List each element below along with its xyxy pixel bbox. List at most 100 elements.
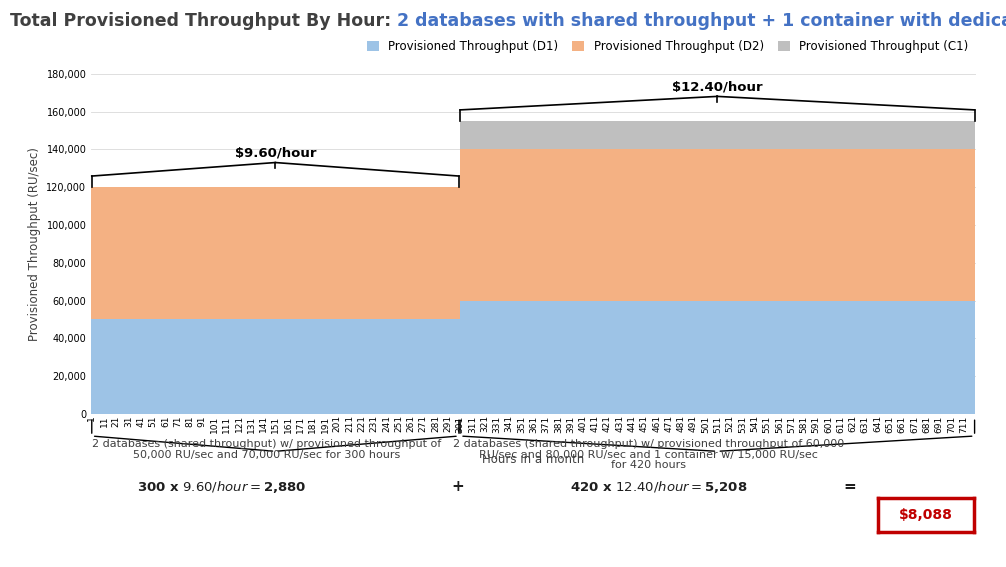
Bar xyxy=(506,121,507,149)
Bar xyxy=(483,301,484,414)
Bar xyxy=(684,149,685,301)
Bar xyxy=(627,301,628,414)
Bar xyxy=(806,301,807,414)
Bar xyxy=(830,121,832,149)
Bar xyxy=(322,319,323,414)
Bar xyxy=(570,121,571,149)
Bar xyxy=(860,301,861,414)
Bar xyxy=(695,121,696,149)
Bar xyxy=(663,149,665,301)
Bar xyxy=(589,121,590,149)
Bar xyxy=(908,121,910,149)
Bar xyxy=(156,187,158,319)
Bar xyxy=(312,187,314,319)
Bar xyxy=(506,301,507,414)
Bar xyxy=(477,301,478,414)
Bar xyxy=(214,187,215,319)
Bar xyxy=(928,301,929,414)
Bar xyxy=(629,301,630,414)
Bar xyxy=(524,121,526,149)
Bar xyxy=(539,301,540,414)
Bar xyxy=(691,301,693,414)
Bar xyxy=(657,149,658,301)
Bar xyxy=(512,149,513,301)
Bar xyxy=(829,121,830,149)
Bar xyxy=(522,121,523,149)
Bar xyxy=(841,149,843,301)
Bar xyxy=(590,301,591,414)
Bar xyxy=(351,187,353,319)
Bar xyxy=(885,121,887,149)
Bar xyxy=(383,319,384,414)
Bar xyxy=(408,319,409,414)
Bar xyxy=(426,319,427,414)
Bar xyxy=(732,121,733,149)
Bar xyxy=(843,121,844,149)
Bar xyxy=(277,319,278,414)
Bar xyxy=(838,301,839,414)
Bar xyxy=(718,121,720,149)
Bar xyxy=(465,301,466,414)
Bar xyxy=(337,187,338,319)
Bar xyxy=(118,187,120,319)
Bar xyxy=(652,121,654,149)
Bar xyxy=(137,187,138,319)
Bar xyxy=(206,319,208,414)
Bar xyxy=(762,149,763,301)
Bar xyxy=(150,319,151,414)
Bar xyxy=(911,149,912,301)
Bar xyxy=(485,121,487,149)
Bar xyxy=(860,149,861,301)
Bar xyxy=(99,319,100,414)
Bar xyxy=(691,121,693,149)
Bar xyxy=(945,301,946,414)
Bar xyxy=(433,319,434,414)
Bar xyxy=(789,301,790,414)
Bar xyxy=(116,319,117,414)
Bar xyxy=(611,121,612,149)
Bar xyxy=(418,187,421,319)
Bar xyxy=(934,121,935,149)
Bar xyxy=(590,149,591,301)
Bar xyxy=(128,187,129,319)
Bar xyxy=(573,301,574,414)
Bar xyxy=(448,319,449,414)
Bar xyxy=(339,319,340,414)
Bar xyxy=(913,149,915,301)
Bar xyxy=(470,121,471,149)
Bar xyxy=(802,121,804,149)
Bar xyxy=(867,301,868,414)
Bar xyxy=(93,319,94,414)
Bar xyxy=(960,149,961,301)
Bar xyxy=(901,301,902,414)
Bar xyxy=(612,149,613,301)
Bar xyxy=(418,319,421,414)
Bar xyxy=(930,149,931,301)
Bar xyxy=(164,187,165,319)
Bar xyxy=(483,121,484,149)
Bar xyxy=(635,121,637,149)
Bar xyxy=(778,301,779,414)
Bar xyxy=(261,319,262,414)
Bar xyxy=(501,149,502,301)
Bar xyxy=(684,121,685,149)
Bar xyxy=(364,187,365,319)
Bar xyxy=(754,121,756,149)
Bar xyxy=(440,187,441,319)
Bar xyxy=(830,149,832,301)
Bar xyxy=(873,301,874,414)
Bar xyxy=(952,149,953,301)
Bar xyxy=(705,121,706,149)
Bar xyxy=(938,149,939,301)
Bar xyxy=(403,319,404,414)
Bar xyxy=(394,187,395,319)
Bar xyxy=(677,301,678,414)
Bar xyxy=(176,319,177,414)
Bar xyxy=(721,121,722,149)
Bar xyxy=(155,319,156,414)
Bar xyxy=(643,149,644,301)
Bar xyxy=(737,121,738,149)
Bar xyxy=(634,121,635,149)
Bar xyxy=(882,301,883,414)
Bar xyxy=(498,149,499,301)
